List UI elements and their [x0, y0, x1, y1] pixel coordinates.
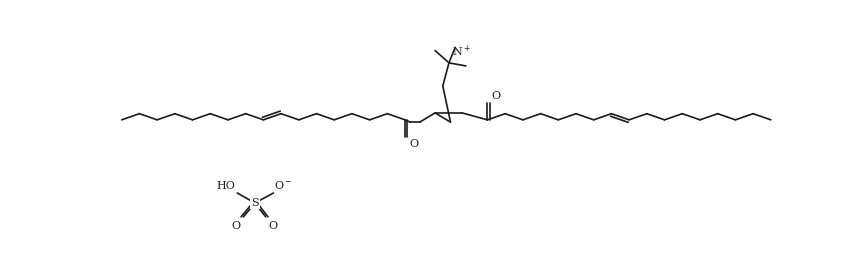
Text: S: S — [251, 198, 258, 208]
Text: O: O — [232, 221, 240, 231]
Text: O: O — [492, 91, 500, 101]
Text: O: O — [409, 139, 418, 149]
Text: O: O — [269, 221, 278, 231]
Text: N$^+$: N$^+$ — [452, 44, 471, 59]
Text: O$^-$: O$^-$ — [274, 179, 293, 192]
Text: HO: HO — [217, 181, 236, 192]
